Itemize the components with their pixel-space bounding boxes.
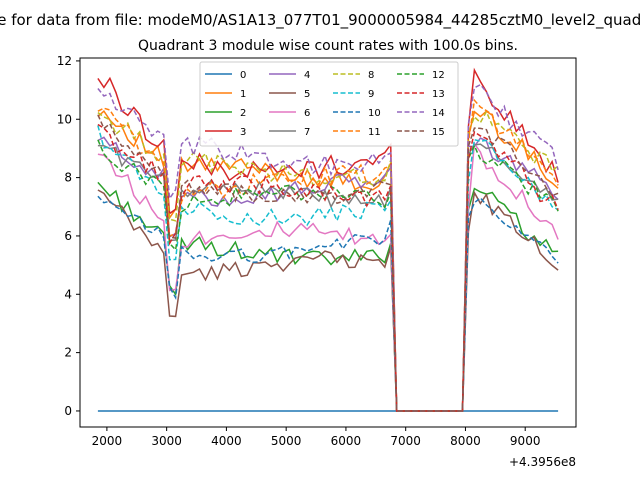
y-tick-label: 6 [64,229,72,243]
y-tick-label: 0 [64,404,72,418]
series-line-8 [97,109,559,412]
series-line-11 [97,98,559,412]
y-axis: 0 2 4 6 8 10 12 [57,54,80,418]
y-tick-label: 2 [64,346,72,360]
figure-suptitle: Light curve for data from file: modeM0/A… [0,11,640,30]
x-axis: 2000 3000 4000 5000 6000 7000 8000 9000 [92,427,541,448]
series-line-3 [97,67,559,412]
legend-label-0: 0 [240,70,246,81]
series-line-7 [97,143,559,412]
series-lines [97,67,559,412]
x-tick-label: 7000 [390,434,421,448]
legend-label-1: 1 [240,89,246,100]
plot-area [79,57,577,428]
x-offset-label: +4.3956e8 [509,455,576,469]
series-line-15 [97,114,559,412]
legend-label-7: 7 [304,127,310,138]
x-tick-label: 6000 [331,434,362,448]
legend-label-12: 12 [432,70,445,81]
series-line-5 [97,189,559,412]
legend-label-8: 8 [368,70,374,81]
legend-label-6: 6 [304,108,310,119]
legend-box [199,61,459,147]
y-tick-label: 12 [57,54,72,68]
legend-label-9: 9 [368,89,374,100]
legend-label-14: 14 [432,108,445,119]
legend-label-11: 11 [368,127,381,138]
axes-frame [79,57,577,428]
legend-label-15: 15 [432,127,445,138]
legend-label-10: 10 [368,108,381,119]
y-tick-label: 4 [64,287,72,301]
series-line-10 [97,195,559,412]
series-line-6 [97,141,559,412]
x-tick-label: 2000 [92,434,123,448]
legend-label-5: 5 [304,89,310,100]
chart-title: Quadrant 3 module wise count rates with … [138,38,518,54]
legend-label-4: 4 [304,70,310,81]
x-tick-label: 5000 [271,434,302,448]
x-tick-label: 8000 [450,434,481,448]
legend-label-13: 13 [432,89,445,100]
y-tick-label: 10 [57,112,72,126]
x-tick-label: 9000 [510,434,541,448]
x-tick-label: 4000 [211,434,242,448]
y-tick-label: 8 [64,171,72,185]
legend-label-2: 2 [240,108,246,119]
x-tick-label: 3000 [151,434,182,448]
series-line-9 [97,125,559,412]
series-line-14 [97,83,559,412]
series-line-2 [97,181,559,412]
legend-label-3: 3 [240,127,246,138]
